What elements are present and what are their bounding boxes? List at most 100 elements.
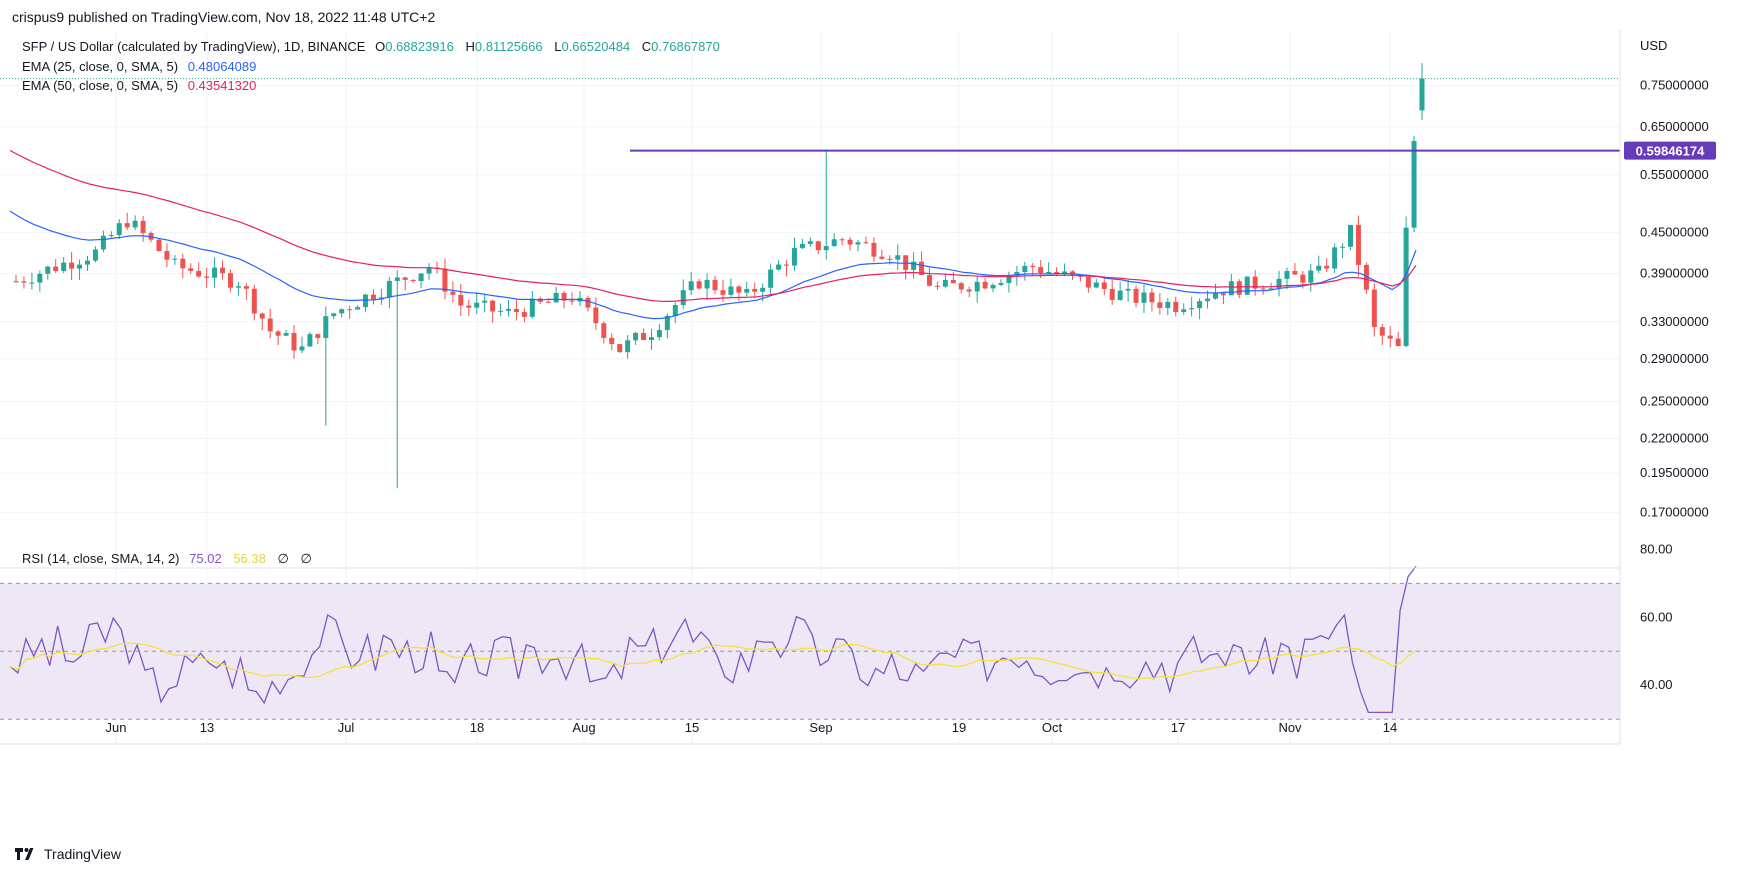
candle-body [927,275,933,286]
rsi-legend[interactable]: RSI (14, close, SMA, 14, 2) 75.02 56.38 … [22,551,312,567]
candle-body [879,256,885,259]
candle-body [188,268,194,271]
candle-body [791,248,797,266]
candle-body [823,246,829,251]
candle-body [164,251,170,260]
candle-body [140,220,146,233]
candle-body [1038,267,1044,274]
candle-body [450,291,456,295]
time-axis[interactable]: Jun 13 Jul 18 Aug 15 Sep 19 Oct 17 Nov 14 [106,720,1398,735]
candle-body [712,279,718,291]
candle-body [847,239,853,245]
time-tick-label: Jun [106,720,127,735]
candle-body [61,262,67,272]
main-price-pane[interactable] [0,63,1620,489]
candle-body [688,281,694,291]
time-tick-label: Nov [1278,720,1302,735]
low-label: L [554,39,562,54]
time-tick-label: 14 [1383,720,1397,735]
candle-body [593,307,599,324]
candle-body [529,298,535,317]
candle-body [386,280,392,298]
candle-body [601,323,607,338]
candle-body [283,333,289,336]
time-tick-label: 13 [200,720,214,735]
candle-body [680,290,686,306]
ema25-legend[interactable]: EMA (25, close, 0, SMA, 5) 0.48064089 [22,59,256,74]
rsi-label: RSI (14, close, SMA, 14, 2) [22,551,180,566]
ema50-legend[interactable]: EMA (50, close, 0, SMA, 5) 0.43541320 [22,78,256,93]
candle-body [728,286,734,295]
candle-body [561,292,567,301]
tradingview-footer[interactable]: TradingView [14,846,121,862]
candle-body [307,334,313,347]
candle-body [196,270,202,277]
symbol-legend[interactable]: SFP / US Dollar (calculated by TradingVi… [22,39,728,54]
candle-body [498,310,504,312]
candle-body [108,234,114,236]
candle-body [355,307,361,310]
candle-body [1363,264,1369,290]
rsi-band [0,582,1620,720]
candle-body [1014,271,1020,276]
candle-body [982,281,988,289]
candle-body [887,258,893,260]
rsi-pane[interactable] [9,565,1417,714]
candle-body [116,223,122,235]
price-axis[interactable]: 0.75000000 0.65000000 0.55000000 0.45000000… [1624,78,1716,520]
candle-body [1006,275,1012,283]
candle-body [363,294,369,308]
chart-area[interactable]: 0.75000000 0.65000000 0.55000000 0.45000000… [0,30,1756,876]
candle-body [776,264,782,270]
candle-body [1324,265,1330,269]
candle-body [1308,270,1314,283]
candle-body [1062,271,1068,274]
price-tick-label: 0.17000000 [1640,505,1709,520]
candle-body [1197,301,1203,309]
candle-body [299,346,305,351]
rsi-tick-label: 60.00 [1640,609,1673,624]
candle-body [1046,271,1052,274]
candle-body [490,300,496,312]
candle-body [1340,246,1346,248]
close-label: C [641,39,652,54]
time-tick-label: 18 [470,720,484,735]
candle-body [21,281,27,283]
candle-body [418,273,424,282]
candle-body [617,344,623,353]
candle-body [172,258,178,260]
candle-body [132,220,138,228]
price-tick-label: 0.39000000 [1640,266,1709,281]
candle-body [84,260,90,265]
candle-body [1117,290,1123,300]
candle-body [648,337,654,340]
candle-body [402,277,408,280]
candle-body [212,267,218,278]
candle-body [569,300,575,302]
candle-body [482,300,488,303]
time-tick-label: Aug [572,720,595,735]
candle-body [1292,271,1298,275]
candle-body [736,286,742,293]
symbol-title: SFP / US Dollar (calculated by TradingVi… [22,39,366,54]
candle-body [815,241,821,251]
candle-body [45,266,51,274]
candle-body [656,330,662,338]
candle-body [1332,247,1338,269]
candle-body [855,242,861,245]
rsi-extra-1: ∅ [277,551,289,566]
candle-body [1419,78,1425,111]
rsi-axis[interactable]: 80.00 60.00 40.00 [1640,541,1673,692]
candle-body [958,283,964,290]
candle-body [1300,274,1306,283]
candle-body [1411,140,1417,228]
time-tick-label: 19 [952,720,966,735]
rsi-line [9,565,1417,714]
candle-body [1149,292,1155,303]
candle-body [704,279,710,289]
ema50-line [9,149,1417,303]
rsi-tick-label: 80.00 [1640,541,1673,556]
candle-body [1141,292,1147,303]
candle-body [831,239,837,247]
candle-body [410,279,416,282]
